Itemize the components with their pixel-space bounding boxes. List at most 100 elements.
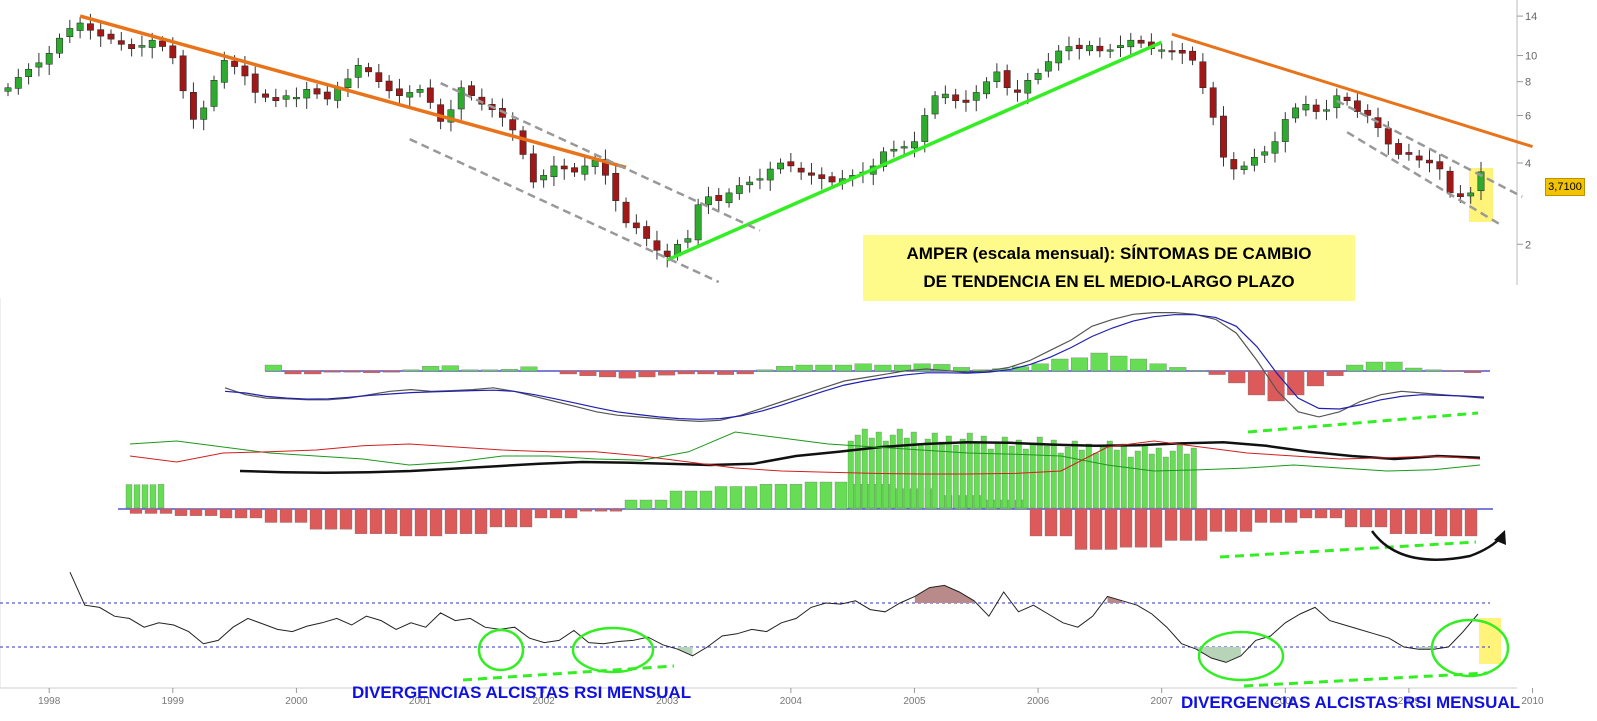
candle-body bbox=[1364, 109, 1372, 116]
price-tick-label: 6 bbox=[1525, 110, 1531, 122]
candle-body bbox=[550, 165, 558, 178]
candle-body bbox=[354, 65, 362, 78]
candle-body bbox=[890, 148, 898, 152]
macd-histogram-bar bbox=[1306, 370, 1324, 387]
candle-body bbox=[705, 196, 712, 206]
dmi-histogram-bar bbox=[549, 508, 563, 519]
candle-body bbox=[560, 165, 568, 170]
candle-body bbox=[880, 151, 887, 167]
candle-body bbox=[128, 44, 136, 49]
macd-histogram-bar bbox=[461, 369, 479, 372]
candle-body bbox=[1014, 89, 1021, 93]
dmi-histogram-bar bbox=[624, 499, 638, 510]
dmi-upper-bar bbox=[1141, 444, 1148, 509]
candle-body bbox=[1127, 39, 1135, 48]
candle-body bbox=[4, 87, 12, 92]
candle-body bbox=[457, 87, 465, 110]
macd-histogram-bar bbox=[913, 363, 931, 372]
macd-histogram-bar bbox=[264, 364, 282, 372]
candle-body bbox=[1003, 70, 1011, 88]
dmi-histogram-bar bbox=[219, 508, 233, 519]
dmi-histogram-bar bbox=[1389, 508, 1403, 534]
rsi-divergence-line bbox=[462, 664, 675, 682]
dmi-upper-bar bbox=[1190, 447, 1197, 509]
candle-body bbox=[735, 185, 743, 194]
candle-body bbox=[97, 29, 105, 37]
dmi-divergence-line bbox=[1219, 540, 1477, 559]
candle-body bbox=[715, 195, 723, 201]
dmi-histogram-bar bbox=[1209, 508, 1223, 532]
macd-histogram-bar bbox=[1405, 367, 1423, 372]
candle-body bbox=[1106, 49, 1114, 52]
candle-body bbox=[117, 40, 125, 45]
dmi-histogram-bar bbox=[684, 490, 698, 510]
candle-body bbox=[365, 67, 372, 73]
candle-body bbox=[292, 97, 300, 100]
dmi-upper-bar bbox=[1050, 439, 1057, 509]
candle-body bbox=[344, 78, 352, 88]
macd-histogram-bar bbox=[1070, 357, 1088, 372]
candle-body bbox=[1220, 115, 1227, 158]
candle-body bbox=[447, 109, 455, 123]
candle-body bbox=[632, 222, 640, 229]
dmi-histogram-bar bbox=[1224, 508, 1238, 532]
candle-body bbox=[972, 92, 980, 101]
macd-histogram-bar bbox=[402, 369, 420, 372]
dmi-histogram-bar bbox=[354, 508, 368, 534]
dmi-histogram-bar bbox=[1059, 508, 1073, 537]
annotation-overlays bbox=[462, 618, 1510, 688]
candle-body bbox=[725, 192, 733, 204]
dmi-upper-bar bbox=[1071, 440, 1078, 509]
macd-histogram-bar bbox=[638, 370, 656, 378]
dmi-upper-bar bbox=[1183, 453, 1190, 509]
dmi-upper-bar bbox=[917, 444, 924, 509]
dmi-histogram-bar bbox=[669, 490, 683, 510]
dmi-histogram-bar bbox=[1239, 508, 1253, 532]
dmi-histogram-bar bbox=[1179, 508, 1193, 541]
candle-body bbox=[1261, 151, 1269, 156]
macd-histogram-bar bbox=[854, 363, 872, 372]
candle-body bbox=[396, 88, 403, 96]
time-tick-label: 2010 bbox=[1521, 696, 1544, 707]
candle-body bbox=[107, 33, 115, 40]
time-tick-label: 2002 bbox=[533, 696, 556, 707]
candle-body bbox=[612, 173, 620, 201]
candle-body bbox=[1456, 193, 1464, 197]
dmi-histogram-bar bbox=[594, 508, 608, 512]
candle-body bbox=[56, 37, 63, 54]
dmi-upper-bar bbox=[924, 438, 931, 509]
dmi-histogram-bar bbox=[609, 508, 623, 512]
dmi-histogram-bar bbox=[204, 508, 218, 516]
annotation-line-1: AMPER (escala mensual): SÍNTOMAS DE CAMB… bbox=[906, 244, 1312, 263]
macd-histogram-bar bbox=[559, 370, 577, 375]
candle-body bbox=[138, 45, 146, 48]
macd-histogram-bar bbox=[717, 370, 735, 375]
price-axis: 14 10 8 6 4 2 bbox=[1516, 0, 1537, 285]
dmi-histogram-bar bbox=[579, 508, 593, 512]
dmi-histogram-bar bbox=[279, 508, 293, 523]
dmi-histogram-bar bbox=[129, 508, 143, 514]
dmi-histogram-bar bbox=[1134, 508, 1148, 548]
candle-body bbox=[1199, 61, 1207, 88]
dmi-panel bbox=[118, 428, 1506, 561]
macd-histogram-bar bbox=[697, 370, 715, 375]
candle-body bbox=[1075, 44, 1083, 49]
candle-body bbox=[1230, 159, 1238, 170]
dmi-histogram-bar bbox=[1299, 508, 1313, 519]
macd-histogram-bar bbox=[776, 366, 794, 372]
dmi-histogram-bar bbox=[444, 508, 458, 534]
candle-body bbox=[1395, 143, 1403, 155]
price-tick-label: 10 bbox=[1525, 51, 1537, 63]
dmi-histogram-bar bbox=[534, 508, 548, 519]
candle-body bbox=[1168, 50, 1176, 53]
time-tick-label: 2007 bbox=[1151, 696, 1174, 707]
dmi-upper-bar bbox=[157, 484, 165, 509]
time-tick-label: 1998 bbox=[38, 696, 61, 707]
rsi-oversold-area bbox=[677, 647, 693, 656]
dmi-histogram-bar bbox=[1029, 508, 1043, 537]
dmi-upper-bar bbox=[1008, 445, 1015, 509]
dmi-histogram-bar bbox=[1089, 508, 1103, 550]
dmi-histogram-bar bbox=[1314, 508, 1328, 519]
dmi-upper-bar bbox=[931, 432, 938, 509]
dmi-upper-bar bbox=[149, 484, 157, 509]
